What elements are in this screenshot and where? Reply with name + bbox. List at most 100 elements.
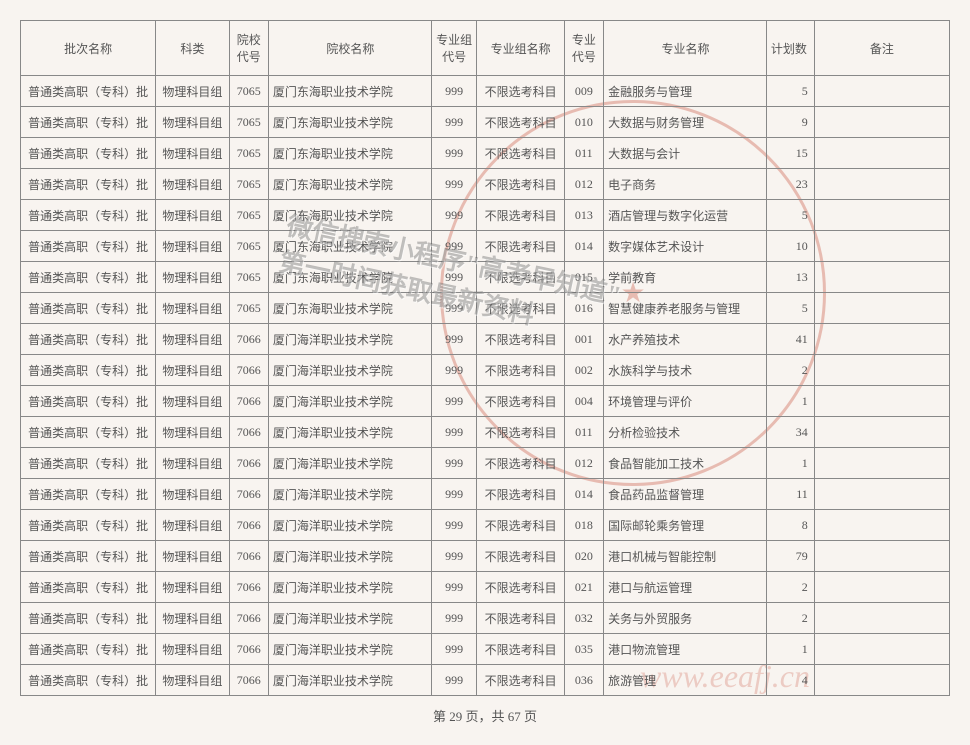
cell-remark (814, 169, 949, 200)
cell-major-code: 011 (564, 138, 603, 169)
cell-plan: 5 (766, 200, 814, 231)
cell-major-code: 011 (564, 417, 603, 448)
cell-school-code: 7066 (229, 541, 268, 572)
table-row: 普通类高职（专科）批物理科目组7066厦门海洋职业技术学院999不限选考科目00… (21, 386, 950, 417)
cell-batch: 普通类高职（专科）批 (21, 76, 156, 107)
cell-remark (814, 417, 949, 448)
cell-school-code: 7065 (229, 231, 268, 262)
cell-major-name: 港口物流管理 (604, 634, 767, 665)
cell-school-name: 厦门东海职业技术学院 (268, 169, 431, 200)
cell-subject: 物理科目组 (156, 541, 229, 572)
cell-remark (814, 231, 949, 262)
cell-remark (814, 386, 949, 417)
cell-major-name: 旅游管理 (604, 665, 767, 696)
cell-major-name: 金融服务与管理 (604, 76, 767, 107)
cell-group-code: 999 (431, 76, 477, 107)
cell-school-name: 厦门海洋职业技术学院 (268, 417, 431, 448)
cell-remark (814, 293, 949, 324)
header-group-code: 专业组代号 (431, 21, 477, 76)
cell-major-name: 食品药品监督管理 (604, 479, 767, 510)
cell-major-name: 港口机械与智能控制 (604, 541, 767, 572)
cell-remark (814, 510, 949, 541)
cell-major-code: 009 (564, 76, 603, 107)
cell-major-code: 014 (564, 479, 603, 510)
cell-group-code: 999 (431, 200, 477, 231)
cell-remark (814, 479, 949, 510)
cell-major-name: 智慧健康养老服务与管理 (604, 293, 767, 324)
cell-subject: 物理科目组 (156, 231, 229, 262)
cell-subject: 物理科目组 (156, 603, 229, 634)
cell-major-name: 食品智能加工技术 (604, 448, 767, 479)
cell-subject: 物理科目组 (156, 417, 229, 448)
cell-batch: 普通类高职（专科）批 (21, 355, 156, 386)
cell-school-name: 厦门海洋职业技术学院 (268, 448, 431, 479)
cell-group-name: 不限选考科目 (477, 603, 564, 634)
cell-major-name: 学前教育 (604, 262, 767, 293)
cell-group-code: 999 (431, 293, 477, 324)
cell-subject: 物理科目组 (156, 665, 229, 696)
cell-group-code: 999 (431, 665, 477, 696)
cell-batch: 普通类高职（专科）批 (21, 386, 156, 417)
cell-school-code: 7066 (229, 634, 268, 665)
cell-plan: 79 (766, 541, 814, 572)
cell-group-name: 不限选考科目 (477, 76, 564, 107)
table-row: 普通类高职（专科）批物理科目组7066厦门海洋职业技术学院999不限选考科目00… (21, 324, 950, 355)
cell-subject: 物理科目组 (156, 448, 229, 479)
table-row: 普通类高职（专科）批物理科目组7066厦门海洋职业技术学院999不限选考科目03… (21, 634, 950, 665)
cell-plan: 2 (766, 355, 814, 386)
cell-group-code: 999 (431, 572, 477, 603)
cell-group-code: 999 (431, 510, 477, 541)
cell-major-code: 021 (564, 572, 603, 603)
cell-remark (814, 665, 949, 696)
cell-group-name: 不限选考科目 (477, 231, 564, 262)
cell-school-name: 厦门东海职业技术学院 (268, 200, 431, 231)
cell-school-code: 7066 (229, 324, 268, 355)
cell-group-name: 不限选考科目 (477, 510, 564, 541)
table-row: 普通类高职（专科）批物理科目组7066厦门海洋职业技术学院999不限选考科目01… (21, 448, 950, 479)
table-row: 普通类高职（专科）批物理科目组7065厦门东海职业技术学院999不限选考科目01… (21, 200, 950, 231)
cell-batch: 普通类高职（专科）批 (21, 324, 156, 355)
cell-major-name: 大数据与财务管理 (604, 107, 767, 138)
cell-group-name: 不限选考科目 (477, 293, 564, 324)
cell-subject: 物理科目组 (156, 76, 229, 107)
cell-subject: 物理科目组 (156, 324, 229, 355)
cell-group-name: 不限选考科目 (477, 262, 564, 293)
cell-school-name: 厦门海洋职业技术学院 (268, 324, 431, 355)
cell-batch: 普通类高职（专科）批 (21, 169, 156, 200)
cell-major-code: 036 (564, 665, 603, 696)
cell-remark (814, 138, 949, 169)
cell-group-code: 999 (431, 231, 477, 262)
cell-group-code: 999 (431, 541, 477, 572)
cell-batch: 普通类高职（专科）批 (21, 510, 156, 541)
cell-plan: 2 (766, 603, 814, 634)
cell-batch: 普通类高职（专科）批 (21, 200, 156, 231)
cell-group-code: 999 (431, 169, 477, 200)
cell-major-code: 010 (564, 107, 603, 138)
cell-school-code: 7066 (229, 448, 268, 479)
cell-batch: 普通类高职（专科）批 (21, 231, 156, 262)
cell-school-code: 7066 (229, 417, 268, 448)
cell-major-name: 国际邮轮乘务管理 (604, 510, 767, 541)
cell-school-code: 7066 (229, 479, 268, 510)
cell-major-code: 015 (564, 262, 603, 293)
cell-plan: 34 (766, 417, 814, 448)
cell-major-code: 012 (564, 448, 603, 479)
page: ★ 微信搜索小程序"高考早知道" 第一时间获取最新资料 www.eeafj.cn… (20, 20, 950, 725)
cell-remark (814, 448, 949, 479)
cell-group-name: 不限选考科目 (477, 386, 564, 417)
cell-plan: 10 (766, 231, 814, 262)
cell-plan: 5 (766, 76, 814, 107)
cell-school-code: 7065 (229, 138, 268, 169)
header-batch: 批次名称 (21, 21, 156, 76)
cell-major-code: 002 (564, 355, 603, 386)
header-school-name: 院校名称 (268, 21, 431, 76)
cell-subject: 物理科目组 (156, 200, 229, 231)
cell-batch: 普通类高职（专科）批 (21, 448, 156, 479)
cell-group-code: 999 (431, 262, 477, 293)
cell-batch: 普通类高职（专科）批 (21, 572, 156, 603)
cell-batch: 普通类高职（专科）批 (21, 665, 156, 696)
header-remark: 备注 (814, 21, 949, 76)
cell-remark (814, 603, 949, 634)
cell-school-name: 厦门海洋职业技术学院 (268, 479, 431, 510)
cell-school-code: 7066 (229, 572, 268, 603)
